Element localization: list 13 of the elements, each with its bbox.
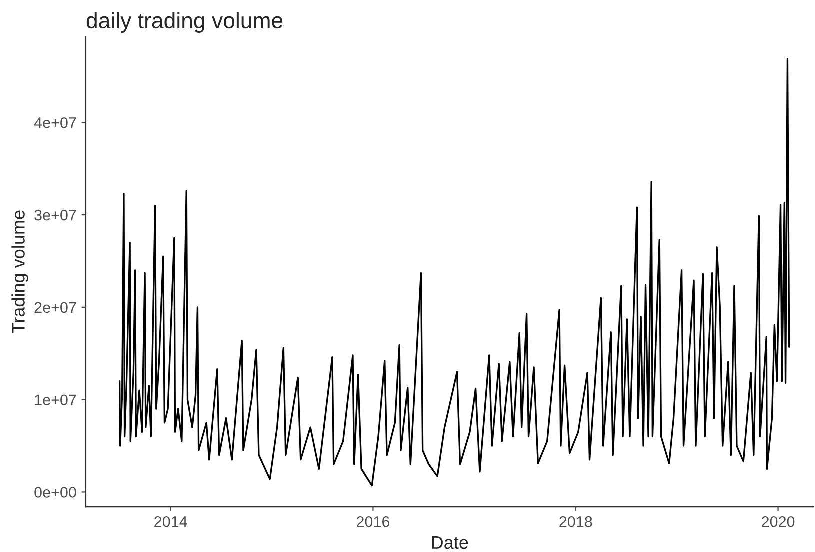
x-tick-label: 2020 [762,516,795,528]
line-series [118,58,790,487]
y-tick-label: 3e+07 [34,210,76,221]
y-tick-label: 2e+07 [34,302,76,314]
x-tick-label: 2014 [154,516,188,528]
x-tick-label: 2018 [560,516,592,528]
chart-title: daily trading volume [86,12,283,33]
x-axis-title: Date [432,536,468,550]
y-tick-label: 1e+07 [35,394,76,406]
x-tick-label: 2016 [356,516,390,528]
y-tick-label: 0e+00 [34,487,76,498]
y-axis-title: Trading volume [12,210,28,334]
y-tick-label: 4e+07 [34,118,76,128]
